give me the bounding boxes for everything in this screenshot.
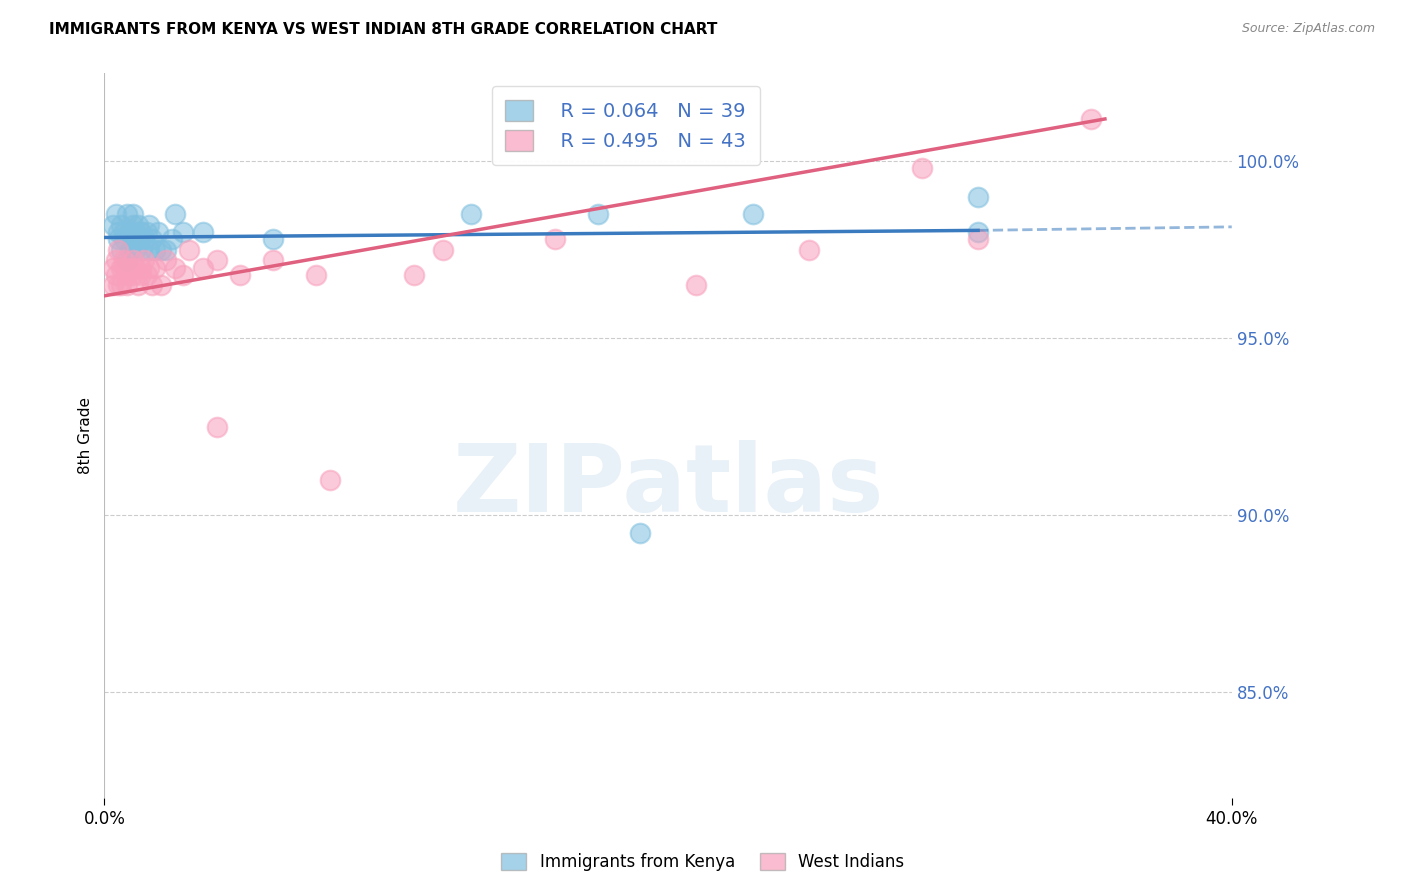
Point	[205, 253, 228, 268]
Point	[319, 473, 342, 487]
Point	[544, 232, 567, 246]
Point	[112, 253, 135, 268]
Point	[228, 268, 250, 282]
Point	[138, 218, 160, 232]
Point	[101, 278, 124, 293]
Point	[432, 243, 454, 257]
Point	[129, 243, 152, 257]
Point	[104, 253, 127, 268]
Point	[163, 260, 186, 275]
Point	[104, 268, 127, 282]
Point	[967, 225, 990, 239]
Point	[155, 243, 177, 257]
Point	[104, 207, 127, 221]
Point	[911, 161, 934, 176]
Point	[124, 260, 146, 275]
Point	[263, 253, 285, 268]
Point	[135, 225, 157, 239]
Text: IMMIGRANTS FROM KENYA VS WEST INDIAN 8TH GRADE CORRELATION CHART: IMMIGRANTS FROM KENYA VS WEST INDIAN 8TH…	[49, 22, 717, 37]
Point	[129, 260, 152, 275]
Point	[135, 268, 157, 282]
Point	[115, 253, 138, 268]
Legend: Immigrants from Kenya, West Indians: Immigrants from Kenya, West Indians	[494, 845, 912, 880]
Point	[149, 243, 172, 257]
Point	[967, 190, 990, 204]
Point	[112, 225, 135, 239]
Point	[132, 253, 155, 268]
Point	[124, 243, 146, 257]
Point	[115, 278, 138, 293]
Point	[146, 225, 169, 239]
Point	[143, 243, 166, 257]
Point	[460, 207, 482, 221]
Point	[121, 232, 143, 246]
Point	[172, 225, 194, 239]
Point	[118, 243, 141, 257]
Point	[141, 232, 163, 246]
Point	[132, 232, 155, 246]
Point	[110, 260, 132, 275]
Point	[124, 225, 146, 239]
Point	[628, 525, 651, 540]
Point	[110, 278, 132, 293]
Point	[107, 225, 129, 239]
Point	[205, 419, 228, 434]
Point	[110, 218, 132, 232]
Point	[129, 225, 152, 239]
Point	[101, 218, 124, 232]
Point	[121, 218, 143, 232]
Point	[141, 278, 163, 293]
Point	[685, 278, 707, 293]
Point	[191, 260, 214, 275]
Point	[107, 243, 129, 257]
Text: ZIPatlas: ZIPatlas	[453, 441, 884, 533]
Point	[101, 260, 124, 275]
Point	[404, 268, 426, 282]
Point	[191, 225, 214, 239]
Y-axis label: 8th Grade: 8th Grade	[79, 397, 93, 474]
Point	[115, 207, 138, 221]
Point	[110, 243, 132, 257]
Point	[155, 253, 177, 268]
Point	[149, 278, 172, 293]
Point	[1080, 112, 1102, 126]
Point	[797, 243, 820, 257]
Point	[263, 232, 285, 246]
Point	[741, 207, 763, 221]
Point	[121, 207, 143, 221]
Point	[586, 207, 609, 221]
Point	[118, 225, 141, 239]
Point	[112, 260, 135, 275]
Point	[177, 243, 200, 257]
Point	[138, 260, 160, 275]
Legend:   R = 0.064   N = 39,   R = 0.495   N = 43: R = 0.064 N = 39, R = 0.495 N = 43	[492, 87, 759, 165]
Point	[112, 232, 135, 246]
Point	[160, 232, 183, 246]
Point	[107, 232, 129, 246]
Point	[121, 253, 143, 268]
Point	[129, 268, 152, 282]
Point	[127, 232, 149, 246]
Point	[127, 218, 149, 232]
Point	[138, 243, 160, 257]
Point	[163, 207, 186, 221]
Point	[305, 268, 328, 282]
Point	[143, 260, 166, 275]
Point	[107, 278, 129, 293]
Point	[121, 268, 143, 282]
Point	[967, 232, 990, 246]
Point	[118, 260, 141, 275]
Point	[115, 268, 138, 282]
Text: Source: ZipAtlas.com: Source: ZipAtlas.com	[1241, 22, 1375, 36]
Point	[172, 268, 194, 282]
Point	[127, 278, 149, 293]
